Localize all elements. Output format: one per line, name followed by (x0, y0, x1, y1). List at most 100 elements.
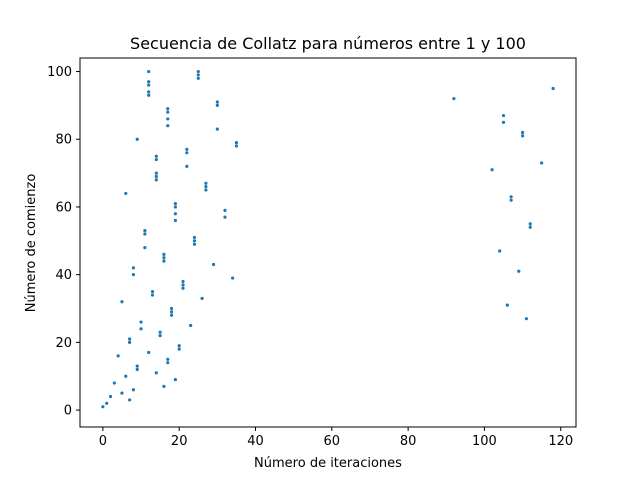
data-point (528, 225, 532, 229)
data-point (143, 245, 147, 250)
data-point (143, 229, 147, 233)
data-point (154, 371, 158, 375)
data-point (501, 120, 506, 124)
data-point (147, 69, 151, 74)
data-point (124, 191, 128, 196)
data-point (204, 188, 208, 192)
data-point (139, 320, 143, 324)
data-point (169, 310, 174, 314)
data-point (162, 259, 166, 263)
data-point (501, 113, 506, 118)
plot-frame (79, 57, 577, 428)
data-point (135, 367, 139, 372)
x-tick-label: 0 (99, 434, 107, 449)
x-tick-label: 120 (548, 434, 573, 449)
y-tick-label: 60 (55, 200, 72, 215)
data-point (150, 293, 155, 297)
data-point (158, 330, 162, 334)
x-tick-label: 40 (247, 434, 264, 449)
data-point (158, 333, 162, 338)
data-point (154, 157, 158, 162)
data-point (128, 337, 132, 341)
data-point (234, 144, 239, 148)
plot-area (79, 57, 577, 428)
data-point (147, 80, 151, 84)
data-point (520, 134, 525, 138)
data-point (135, 137, 139, 141)
data-point (154, 171, 158, 175)
data-point (490, 168, 494, 172)
data-point (540, 161, 544, 165)
data-point (498, 249, 502, 253)
data-point (181, 279, 185, 284)
data-point (524, 317, 529, 321)
data-point (108, 394, 113, 399)
data-point (204, 181, 208, 185)
data-point (112, 381, 116, 385)
data-point (505, 303, 509, 307)
data-point (131, 266, 136, 270)
data-point (231, 276, 235, 280)
data-point (173, 212, 177, 216)
data-point (196, 76, 200, 80)
data-point (166, 361, 170, 365)
data-point (154, 174, 158, 179)
data-point (162, 252, 166, 256)
data-point (177, 347, 181, 351)
data-point (189, 323, 193, 328)
data-point (185, 151, 189, 155)
data-point (147, 83, 151, 87)
x-tick-label: 80 (400, 434, 417, 449)
data-point (185, 147, 189, 152)
x-tick-label: 100 (472, 434, 497, 449)
data-point (105, 401, 109, 405)
data-point (192, 239, 197, 243)
chart-title: Secuencia de Collatz para números entre … (130, 34, 526, 53)
y-tick-label: 40 (55, 268, 72, 283)
data-point (128, 398, 132, 402)
data-point (120, 391, 124, 395)
data-point (162, 256, 166, 260)
y-tick-label: 0 (64, 404, 72, 419)
data-point (196, 73, 200, 77)
data-point (200, 296, 204, 300)
y-axis-ticks: 0 20 40 60 80 100 (47, 65, 80, 419)
y-tick-label: 80 (55, 133, 72, 148)
x-tick-label: 60 (324, 434, 341, 449)
data-point (131, 273, 136, 277)
x-axis-label: Número de iteraciones (254, 456, 402, 471)
data-point (131, 388, 136, 392)
x-axis-ticks: 0 20 40 60 80 100 120 (99, 427, 573, 449)
data-point (509, 198, 513, 202)
data-point (204, 185, 208, 189)
data-point (143, 232, 147, 236)
data-point (181, 286, 185, 290)
data-point (147, 90, 151, 94)
data-point (128, 340, 132, 344)
data-point (192, 235, 197, 240)
data-point (215, 127, 219, 131)
data-point (124, 374, 128, 378)
data-point (150, 289, 155, 294)
data-point (173, 205, 177, 209)
data-point (517, 269, 521, 273)
data-point (166, 357, 170, 361)
data-point (120, 300, 124, 304)
data-point (181, 283, 185, 287)
data-point (215, 100, 219, 104)
data-point (234, 141, 239, 145)
data-point (101, 405, 105, 409)
data-point (177, 344, 181, 348)
data-point (215, 103, 219, 107)
data-point (147, 93, 151, 97)
x-tick-label: 20 (171, 434, 188, 449)
data-point (452, 97, 456, 101)
data-point (196, 69, 200, 74)
y-axis-label: Número de comienzo (24, 174, 39, 313)
data-point (135, 364, 139, 368)
data-point (166, 124, 170, 128)
data-point (185, 164, 189, 168)
